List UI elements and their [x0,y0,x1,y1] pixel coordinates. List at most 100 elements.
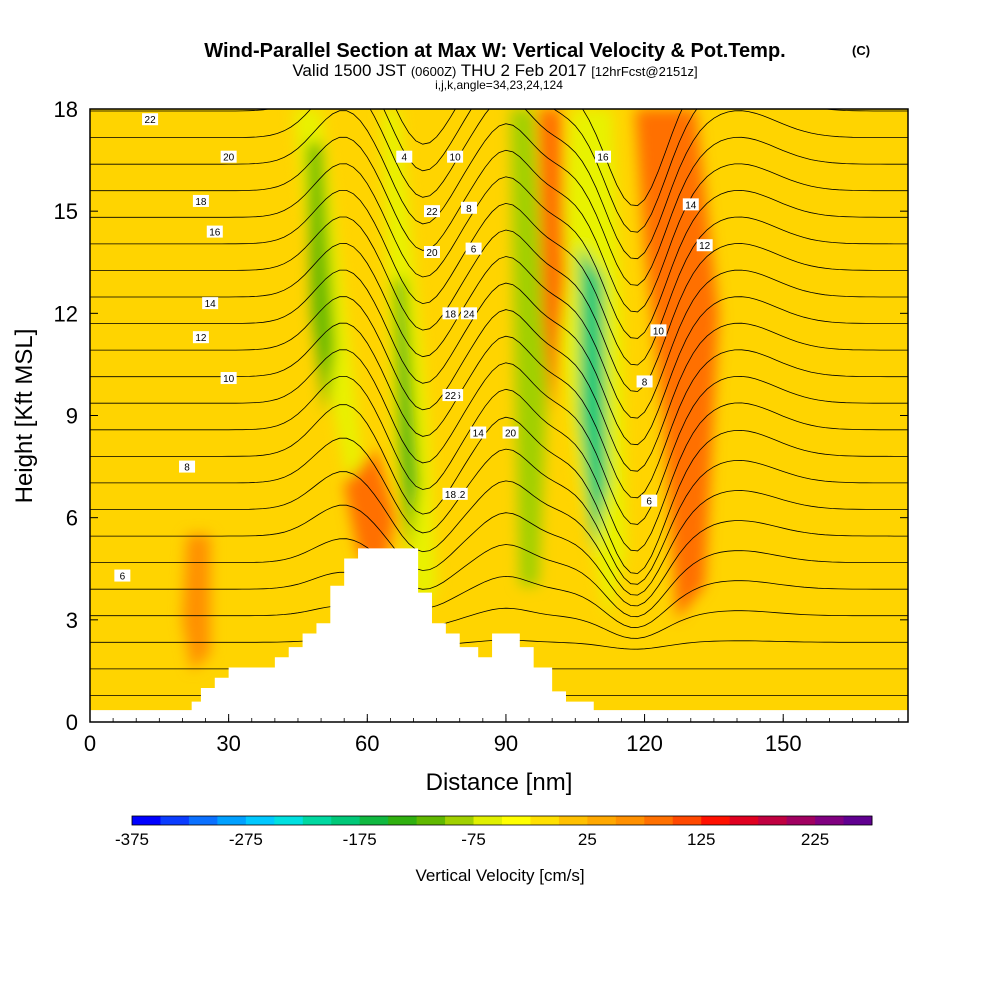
contour-label-text: 12 [454,490,466,501]
isentrope-line [90,296,908,472]
y-tick-label: 18 [54,97,78,122]
y-tick-label: 6 [66,506,78,531]
colorbar-tick-label: 225 [801,830,829,849]
isentrope-line [90,471,908,596]
contour-label-text: 18 [445,490,457,501]
contour-label: 14 [470,426,487,440]
colorbar-swatch [815,816,845,825]
colorbar-swatch [615,816,645,825]
colorbar-swatch [359,816,389,825]
contour-label-text: 22 [145,115,157,126]
forecast-info: [12hrFcst@2151z] [591,64,697,79]
contour-label-text: 24 [463,309,475,320]
colorbar-swatch [530,816,560,825]
x-axis-label: Distance [nm] [426,769,573,796]
isentrope-line [90,349,908,525]
colorbar-swatch [132,816,161,825]
isentrope-line [90,605,908,639]
colorbar-swatch [188,816,218,825]
colorbar-frame [131,815,873,826]
chart-title: Wind-Parallel Section at Max W: Vertical… [204,40,785,62]
contour-label-text: 10 [450,153,462,164]
contour-label-text: 14 [685,200,697,211]
contour-label-text: 6 [646,497,652,508]
contour-label: 18 [442,307,459,320]
contour-label-box [423,205,440,218]
contour-label-box [114,569,131,582]
isentrope-line [90,376,908,552]
contour-label-text: 14 [473,429,485,440]
contour-label: 18 [192,194,209,208]
colorbar-swatch [160,816,190,825]
contour-label: 22 [442,389,459,402]
y-tick-label: 12 [54,301,78,326]
colorbar-label: Vertical Velocity [cm/s] [415,866,584,885]
contour-label-box [179,460,196,473]
contour-label-box [442,389,459,402]
grid-indices: i,j,k,angle=34,23,24,124 [435,78,563,92]
colorbar-swatch [587,816,617,825]
x-tick-label: 150 [765,731,802,756]
isentrope-line [90,109,908,233]
contour-label-text: 20 [426,248,438,259]
colorbar-swatch [245,816,275,825]
velocity-bands [182,109,719,671]
isentrope-line [90,269,908,446]
colorbar-tick-label: -175 [343,830,377,849]
terrain [90,548,908,722]
valid-zulu: (0600Z) [411,64,457,79]
contour-label-box [682,198,699,211]
contour-label-text: 10 [653,326,665,337]
contour-label: 12 [192,331,209,344]
contour-label-text: 22 [426,207,438,218]
contour-label-text: 6 [471,245,477,256]
contour-label-box [220,372,237,385]
contour-label: 10 [447,150,464,164]
colorbar-swatch [302,816,332,825]
contour-label-box [423,246,440,259]
contour-label: 8 [179,460,196,474]
contour-label-text: 20 [505,429,517,440]
velocity-band [182,534,211,671]
isentrope-line [90,163,908,339]
y-tick-label: 9 [66,404,78,429]
colorbar-swatch [416,816,446,825]
contour-label: 14 [682,198,699,211]
contour-label-box [650,324,667,337]
contour-label: 6 [465,242,482,256]
isentrope-line [90,109,908,260]
contour-label-text: 8 [184,463,190,474]
colorbar-swatch [701,816,731,825]
contour-label-text: 20 [223,153,235,164]
isentrope-line [90,243,908,419]
contour-label-text: 4 [401,153,407,164]
colorbar: -375 -275 -175 -75 25 125 225 [115,815,873,849]
colorbar-swatch [843,816,873,825]
colorbar-swatch [445,816,475,825]
velocity-band [635,109,719,620]
contour-label-text: 8 [642,377,648,388]
colorbar-tick-label: 25 [578,830,597,849]
contour-label: 18 [442,487,459,501]
isentrope-line [90,136,908,313]
contour-label: 6 [114,569,131,583]
contour-label: 20 [423,246,440,259]
contour-label-box [465,242,482,255]
colorbar-tick-label: -75 [461,830,486,849]
contour-label: 20 [502,426,519,440]
contour-label: 16 [594,150,611,164]
y-axis-label: Height [Kft MSL] [11,329,38,504]
contour-label-text: 12 [195,333,207,344]
contour-label-box [502,426,519,439]
isentrope-line [90,538,908,618]
contour-label-box [142,113,159,126]
contour-label-box [192,331,209,344]
contour-label-box [442,487,459,500]
contour-labels: 22 20 18 16 14 12 10 8 6 4 22 20 18 16 14 12 10 8 6 24 22 20 1… [114,113,713,583]
isentrope-line [90,190,908,366]
colorbar-swatch [558,816,588,825]
colorbar-swatch [672,816,702,825]
colorbar-swatch [644,816,674,825]
contour-label: 16 [206,225,223,239]
